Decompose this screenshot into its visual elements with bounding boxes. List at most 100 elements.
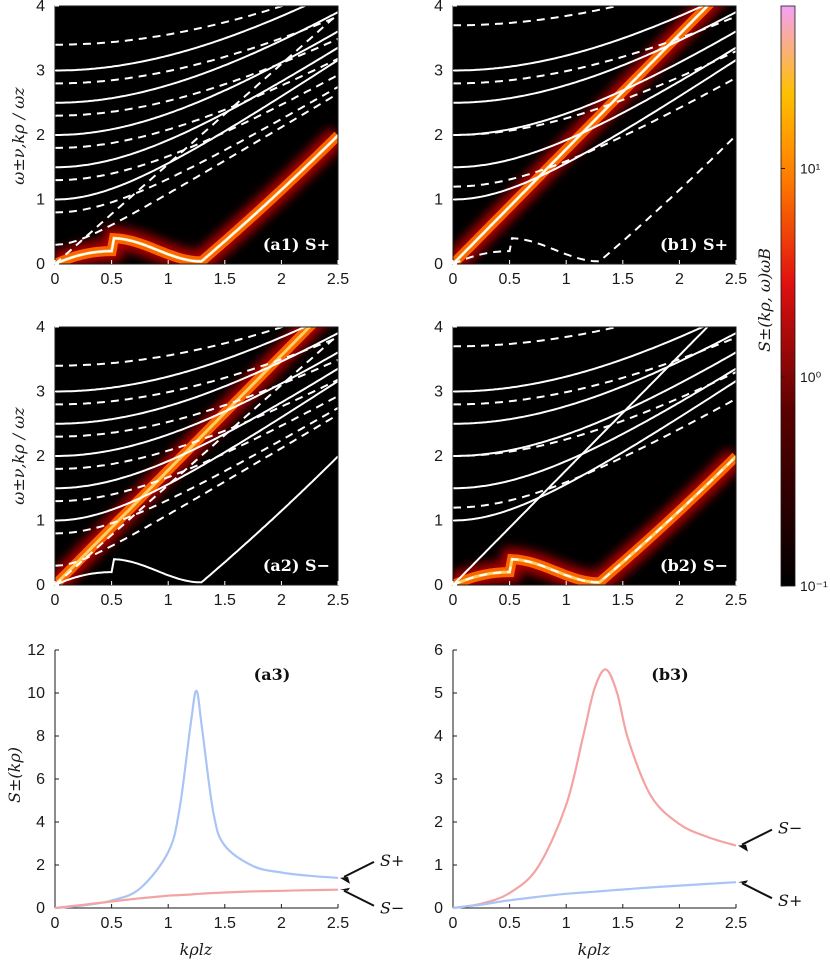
plot-area [55, 327, 338, 585]
plot-area [453, 327, 736, 585]
panel-a3: 0 0.5 1 1.5 2 2.5 0 2 4 6 8 10 12 (a3) S+ S− [27, 642, 404, 932]
x-tick-label: 2.5 [725, 915, 747, 932]
x-tick-label: 1.5 [612, 592, 634, 609]
dashed-branch-linear [55, 13, 338, 264]
dashed-branch-2 [55, 74, 338, 182]
colorbar-label: S±(kρ, ω)ωB [755, 248, 774, 352]
y-tick-label: 3 [36, 63, 45, 80]
x-tick-label: 1 [164, 592, 173, 609]
annotation-arrow [741, 882, 773, 900]
colorbar-gradient [780, 5, 796, 587]
y-tick-label: 5 [434, 685, 443, 702]
y-tick-label: 2 [36, 448, 45, 465]
dashed-branch-0 [55, 413, 338, 567]
dashed-branch-linear [55, 334, 338, 585]
x-tick-label: 2.5 [327, 915, 349, 932]
dashed-branch-5 [55, 336, 338, 406]
panel-title: (b1) S+ [660, 235, 728, 254]
x-tick-label: 0.5 [100, 915, 122, 932]
y-tick-label: 1 [434, 857, 443, 874]
annotation-arrow [741, 828, 773, 846]
y-axis-label-middle: ω±ν,kρ / ωz [9, 407, 28, 505]
y-tick-label: 0 [434, 900, 443, 917]
dashed-branch-2 [55, 395, 338, 503]
solid-branch-2 [55, 30, 338, 136]
y-tick-label: 1 [434, 513, 443, 530]
panel-b2: 0 0.5 1 1.5 2 2.5 0 1 2 3 4 (b2) S− [434, 319, 747, 609]
x-tick-label: 0 [51, 592, 60, 609]
solid-branch-3 [55, 11, 338, 104]
dashed-branch-5 [55, 15, 338, 85]
x-tick-label: 0.5 [498, 915, 520, 932]
solid-branch-1 [453, 367, 736, 490]
dashed-branch-0 [55, 92, 338, 246]
solid-branch-4 [453, 327, 705, 393]
plot-background [453, 327, 736, 585]
solid-branch-1 [55, 46, 338, 169]
annotation-arrowhead [340, 887, 350, 891]
annotation-label: S− [380, 899, 404, 918]
x-axis-label-b3: kρlz [578, 940, 611, 959]
y-tick-label: 3 [434, 384, 443, 401]
y-tick-label: 10 [27, 685, 45, 702]
series-s-minus [452, 668, 737, 910]
x-tick-label: 2.5 [725, 271, 747, 288]
x-tick-label: 2.5 [725, 592, 747, 609]
annotation-arrowhead [738, 880, 748, 884]
solid-branch-0 [55, 59, 338, 201]
annotation-label: S+ [778, 891, 802, 910]
x-tick-label: 2 [277, 915, 286, 932]
dashed-branch-3 [55, 378, 338, 470]
x-tick-label: 2.5 [327, 271, 349, 288]
x-axis-label-a3: kρlz [180, 940, 213, 959]
solid-branch-linear [453, 327, 709, 585]
panel-title: (a1) S+ [263, 235, 330, 254]
annotation-arrowhead [340, 876, 350, 884]
solid-branch-4 [453, 6, 705, 72]
solid-branch-roton [55, 455, 338, 585]
dashed-branch-2 [453, 15, 736, 85]
y-tick-label: 0 [36, 256, 45, 273]
dashed-branch-0 [453, 76, 736, 188]
y-tick-label: 4 [434, 0, 443, 15]
x-tick-label: 2 [675, 271, 684, 288]
colorbar-tick-label: 10⁻¹ [800, 578, 828, 594]
series-s-minus [54, 888, 339, 910]
dashed-branch-roton [453, 134, 736, 264]
dashed-branch-6 [55, 327, 286, 367]
dashed-branch-4 [55, 358, 338, 438]
solid-branch-linear [453, 6, 709, 264]
dashed-branch-1 [453, 50, 736, 136]
solid-branch-0 [453, 59, 736, 201]
y-tick-label: 12 [27, 642, 45, 659]
dashed-branch-1 [55, 407, 338, 535]
y-tick-label: 0 [434, 256, 443, 273]
x-tick-label: 1 [164, 915, 173, 932]
annotation-label: S+ [380, 851, 404, 870]
x-tick-label: 0.5 [100, 592, 122, 609]
panel-title: (a2) S− [263, 556, 330, 575]
y-tick-label: 3 [434, 771, 443, 788]
x-tick-label: 0 [449, 271, 458, 288]
y-tick-label: 1 [434, 192, 443, 209]
y-tick-label: 0 [36, 900, 45, 917]
x-tick-label: 2 [675, 915, 684, 932]
y-tick-label: 4 [36, 0, 45, 15]
panel-b1: 0 0.5 1 1.5 2 2.5 0 1 2 3 4 (b1) S+ [434, 0, 747, 288]
y-tick-label: 3 [434, 63, 443, 80]
x-tick-label: 1 [562, 592, 571, 609]
dashed-branch-1 [453, 371, 736, 457]
panel-a1: 0 0.5 1 1.5 2 2.5 0 1 2 3 4 (a1) S+ [36, 0, 349, 288]
y-tick-label: 2 [434, 448, 443, 465]
panel-title: (b3) [651, 665, 688, 684]
dashed-branch-0 [453, 397, 736, 509]
y-tick-label: 4 [434, 319, 443, 336]
panel-title: (a3) [254, 665, 291, 684]
dashed-branch-3 [453, 327, 622, 348]
y-tick-label: 2 [36, 127, 45, 144]
x-tick-label: 2 [277, 271, 286, 288]
y-axis-label-top: ω±ν,kρ / ωz [9, 87, 28, 185]
x-tick-label: 1 [164, 271, 173, 288]
x-tick-label: 1 [562, 915, 571, 932]
